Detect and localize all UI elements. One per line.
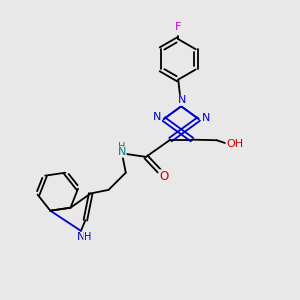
Text: H: H xyxy=(118,142,126,152)
Text: H: H xyxy=(84,232,91,242)
Text: N: N xyxy=(118,147,126,157)
Text: F: F xyxy=(175,22,181,32)
Text: OH: OH xyxy=(226,139,243,149)
Text: N: N xyxy=(178,95,186,105)
Text: N: N xyxy=(77,232,86,242)
Text: N: N xyxy=(153,112,161,122)
Text: O: O xyxy=(159,170,169,183)
Text: N: N xyxy=(202,112,210,123)
